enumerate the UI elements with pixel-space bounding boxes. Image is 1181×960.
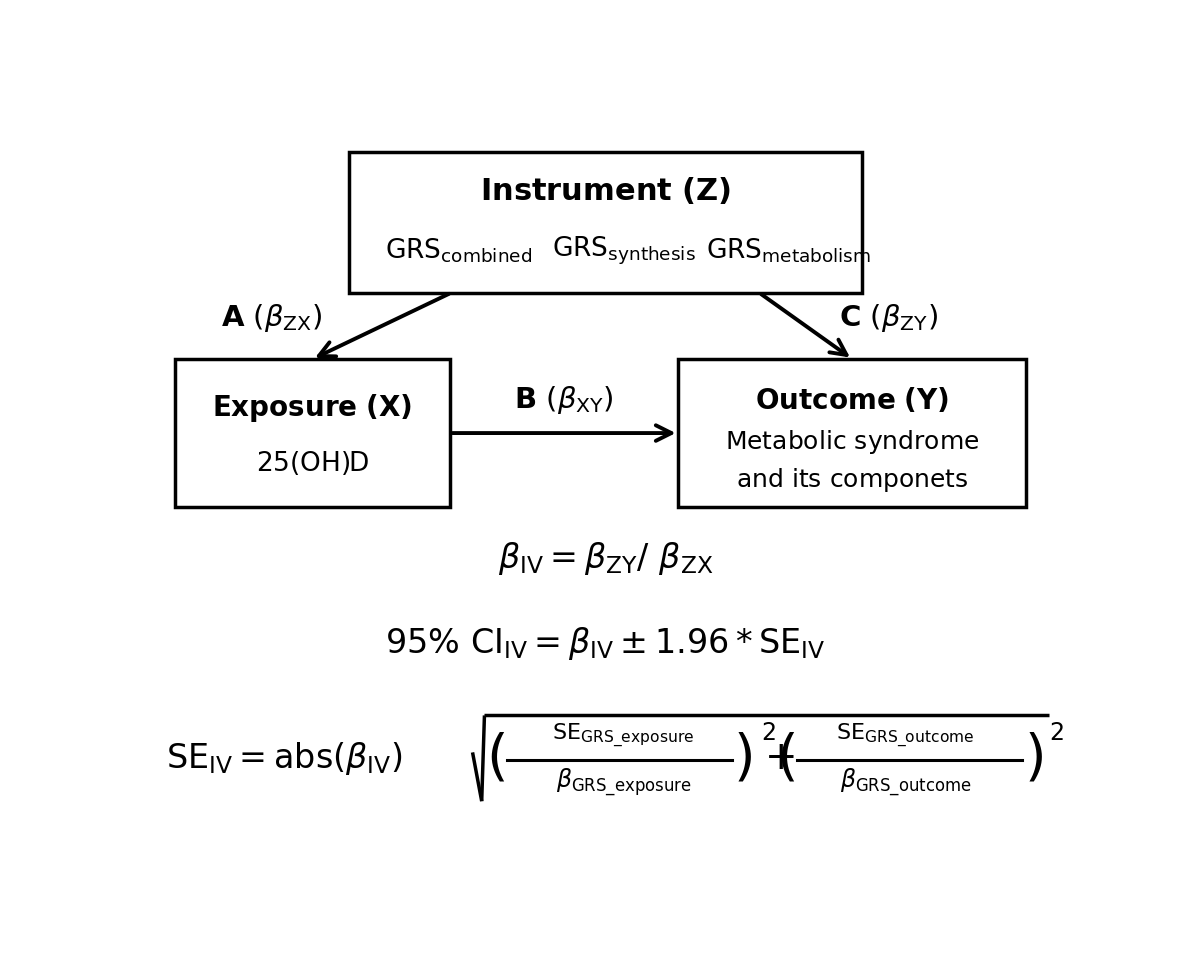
Bar xyxy=(678,359,1026,507)
Text: $\mathrm{GRS}_{\mathrm{synthesis}}$: $\mathrm{GRS}_{\mathrm{synthesis}}$ xyxy=(552,234,696,267)
Text: $\mathbf{C}\ (\beta_{\mathrm{ZY}})$: $\mathbf{C}\ (\beta_{\mathrm{ZY}})$ xyxy=(839,302,938,334)
Text: $\mathrm{SE}_{\mathrm{GRS\_outcome}}$: $\mathrm{SE}_{\mathrm{GRS\_outcome}}$ xyxy=(836,722,974,751)
Bar xyxy=(350,153,862,293)
Text: $\mathrm{Metabolic\ syndrome}$: $\mathrm{Metabolic\ syndrome}$ xyxy=(725,428,979,456)
Text: $\mathbf{A}\ (\beta_{\mathrm{ZX}})$: $\mathbf{A}\ (\beta_{\mathrm{ZX}})$ xyxy=(221,302,322,334)
Text: $\mathbf{Exposure\ (X)}$: $\mathbf{Exposure\ (X)}$ xyxy=(213,392,412,424)
Text: $\mathrm{GRS}_{\mathrm{metabolism}}$: $\mathrm{GRS}_{\mathrm{metabolism}}$ xyxy=(706,236,870,265)
Text: $\mathrm{SE}_{\mathrm{IV}}=\mathrm{abs}(\beta_{\mathrm{IV}})$: $\mathrm{SE}_{\mathrm{IV}}=\mathrm{abs}(… xyxy=(165,740,403,777)
Text: $\mathbf{Instrument\ (Z)}$: $\mathbf{Instrument\ (Z)}$ xyxy=(479,175,731,205)
Text: $\beta_{\mathrm{GRS\_exposure}}$: $\beta_{\mathrm{GRS\_exposure}}$ xyxy=(555,766,692,798)
Text: $\mathrm{SE}_{\mathrm{GRS\_exposure}}$: $\mathrm{SE}_{\mathrm{GRS\_exposure}}$ xyxy=(553,722,694,751)
Text: $)$: $)$ xyxy=(733,732,752,785)
Text: $\mathrm{25(OH)D}$: $\mathrm{25(OH)D}$ xyxy=(256,448,368,476)
Text: $($: $($ xyxy=(487,732,505,785)
Text: $+$: $+$ xyxy=(764,739,795,778)
Text: $($: $($ xyxy=(776,732,796,785)
Text: $)$: $)$ xyxy=(1024,732,1043,785)
Text: $\beta_{\mathrm{GRS\_outcome}}$: $\beta_{\mathrm{GRS\_outcome}}$ xyxy=(840,766,972,798)
Text: $\mathbf{Outcome\ (Y)}$: $\mathbf{Outcome\ (Y)}$ xyxy=(756,386,950,415)
Text: $2$: $2$ xyxy=(761,721,776,745)
Bar xyxy=(175,359,450,507)
Text: $\mathrm{GRS}_{\mathrm{combined}}$: $\mathrm{GRS}_{\mathrm{combined}}$ xyxy=(385,236,533,265)
Text: $\mathrm{and\ its\ componets}$: $\mathrm{and\ its\ componets}$ xyxy=(736,467,968,494)
Text: $\mathbf{B}\ (\beta_{\mathrm{XY}})$: $\mathbf{B}\ (\beta_{\mathrm{XY}})$ xyxy=(514,384,614,416)
Text: $2$: $2$ xyxy=(1049,721,1064,745)
Text: $95\%\ \mathrm{CI}_{\mathrm{IV}}=\beta_{\mathrm{IV}}\pm1.96*\mathrm{SE}_{\mathrm: $95\%\ \mathrm{CI}_{\mathrm{IV}}=\beta_{… xyxy=(385,625,826,662)
Text: $\beta_{\mathrm{IV}}=\beta_{\mathrm{ZY}}/\ \beta_{\mathrm{ZX}}$: $\beta_{\mathrm{IV}}=\beta_{\mathrm{ZY}}… xyxy=(497,540,713,577)
